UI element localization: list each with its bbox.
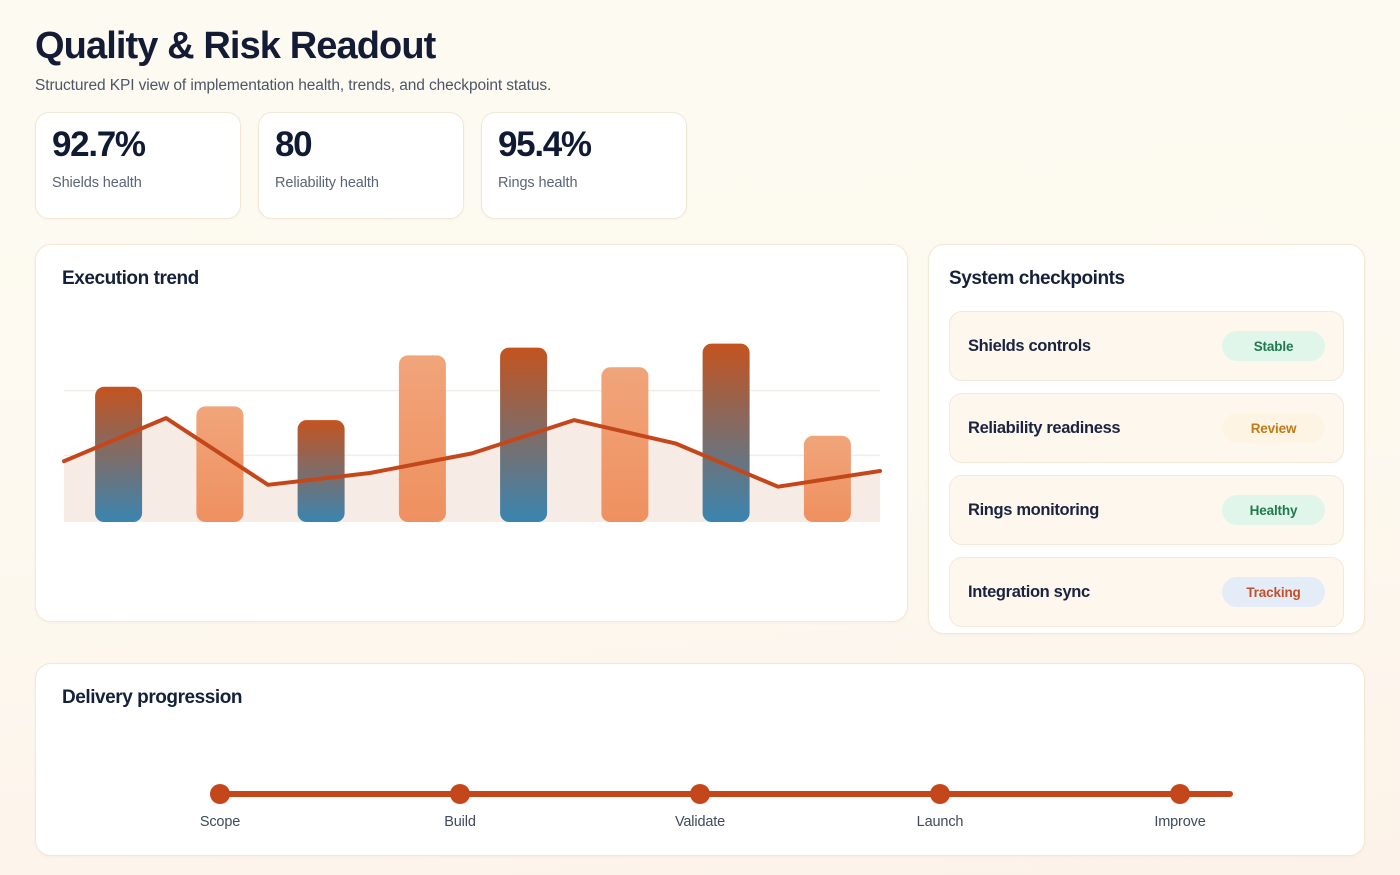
timeline-step-validate[interactable]: Validate — [665, 709, 735, 831]
timeline-step-label: Launch — [916, 814, 964, 831]
status-badge: Healthy — [1222, 495, 1325, 526]
timeline-step-label: Validate — [674, 814, 726, 831]
timeline-step-launch[interactable]: Launch — [905, 709, 975, 831]
timeline-step-improve[interactable]: Improve — [1145, 709, 1215, 831]
timeline-steps: Scope Build Validate Launch Improve — [62, 709, 1338, 831]
timeline-dot-icon — [930, 784, 950, 805]
timeline-dot-icon — [210, 784, 230, 805]
timeline-dot-icon — [1170, 784, 1190, 805]
status-badge: Tracking — [1222, 577, 1325, 608]
kpi-label: Reliability health — [275, 175, 379, 192]
system-checkpoints-panel: System checkpoints Shields controls Stab… — [928, 244, 1365, 635]
timeline-step-label: Scope — [199, 814, 241, 831]
kpi-label: Shields health — [52, 175, 142, 192]
page-title: Quality & Risk Readout — [35, 25, 436, 67]
timeline-panel-title: Delivery progression — [62, 687, 243, 709]
checkpoint-name: Integration sync — [968, 582, 1090, 601]
delivery-progression-panel: Delivery progression Scope Build Validat… — [35, 663, 1365, 857]
chart-panel-title: Execution trend — [62, 268, 199, 290]
chart-svg — [62, 343, 882, 523]
kpi-row: 92.7% Shields health 80 Reliability heal… — [35, 112, 1365, 220]
kpi-card-rings-health: 95.4% Rings health — [481, 112, 687, 220]
status-badge: Review — [1222, 413, 1325, 444]
timeline: Scope Build Validate Launch Improve — [62, 709, 1338, 831]
checkpoints-panel-title: System checkpoints — [949, 268, 1125, 290]
execution-trend-panel: Execution trend — [35, 244, 908, 623]
checkpoints-list: Shields controls Stable Reliability read… — [949, 311, 1344, 628]
status-badge: Stable — [1222, 331, 1325, 362]
middle-row: Execution trend System checkpoints Shiel… — [35, 244, 1365, 635]
kpi-value: 80 — [275, 125, 313, 165]
kpi-card-shields-health: 92.7% Shields health — [35, 112, 241, 220]
page-subtitle: Structured KPI view of implementation he… — [35, 77, 552, 95]
checkpoint-row-shields-controls[interactable]: Shields controls Stable — [949, 311, 1344, 382]
timeline-step-scope[interactable]: Scope — [185, 709, 255, 831]
timeline-dot-icon — [450, 784, 470, 805]
kpi-value: 95.4% — [498, 125, 592, 165]
timeline-step-build[interactable]: Build — [425, 709, 495, 831]
timeline-step-label: Build — [444, 814, 476, 831]
checkpoint-name: Rings monitoring — [968, 500, 1099, 519]
timeline-dot-icon — [690, 784, 710, 805]
checkpoint-name: Reliability readiness — [968, 418, 1121, 437]
execution-trend-chart — [62, 312, 882, 572]
kpi-label: Rings health — [498, 175, 578, 192]
kpi-value: 92.7% — [52, 125, 146, 165]
checkpoint-name: Shields controls — [968, 336, 1091, 355]
checkpoint-row-reliability-readiness[interactable]: Reliability readiness Review — [949, 393, 1344, 464]
timeline-step-label: Improve — [1154, 814, 1206, 831]
checkpoint-row-integration-sync[interactable]: Integration sync Tracking — [949, 557, 1344, 628]
kpi-card-reliability-health: 80 Reliability health — [258, 112, 464, 220]
checkpoint-row-rings-monitoring[interactable]: Rings monitoring Healthy — [949, 475, 1344, 546]
timeline-track — [219, 791, 1233, 798]
